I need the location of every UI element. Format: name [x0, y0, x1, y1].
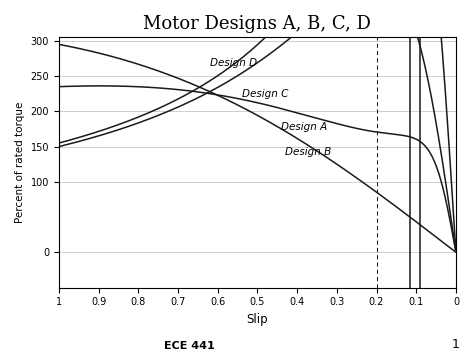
Text: Design C: Design C — [242, 89, 288, 99]
Text: Design B: Design B — [285, 147, 331, 157]
Text: 1: 1 — [452, 338, 460, 351]
Text: Design D: Design D — [210, 59, 257, 69]
Text: ECE 441: ECE 441 — [164, 342, 215, 351]
X-axis label: Slip: Slip — [246, 313, 268, 326]
Y-axis label: Percent of rated torque: Percent of rated torque — [15, 102, 25, 223]
Text: Design A: Design A — [281, 122, 328, 132]
Title: Motor Designs A, B, C, D: Motor Designs A, B, C, D — [144, 15, 371, 33]
